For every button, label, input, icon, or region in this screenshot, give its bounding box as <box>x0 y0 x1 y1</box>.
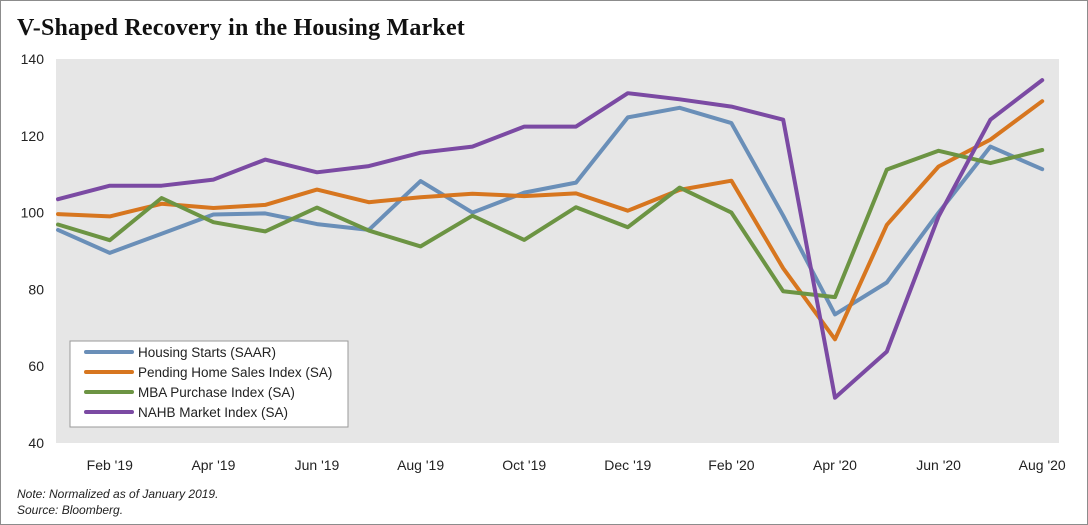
x-tick-label: Jun '19 <box>295 457 340 473</box>
legend-label: NAHB Market Index (SA) <box>138 405 288 420</box>
x-tick-label: Feb '20 <box>708 457 754 473</box>
chart-title: V-Shaped Recovery in the Housing Market <box>17 15 466 41</box>
legend: Housing Starts (SAAR) Pending Home Sales … <box>69 340 349 428</box>
y-tick-label: 60 <box>28 358 44 374</box>
x-tick-label: Jun '20 <box>916 457 961 473</box>
x-tick-label: Aug '19 <box>397 457 444 473</box>
y-axis: 40 60 80 100 120 140 <box>21 51 45 451</box>
y-tick-label: 40 <box>28 435 44 451</box>
series-line-4 <box>56 78 1045 400</box>
legend-label: Housing Starts (SAAR) <box>138 345 276 360</box>
x-tick-label: Apr '19 <box>191 457 235 473</box>
x-tick-label: Feb '19 <box>87 457 133 473</box>
x-tick-label: Apr '20 <box>813 457 857 473</box>
source-text: Source: Bloomberg. <box>17 503 124 517</box>
x-tick-label: Aug '20 <box>1019 457 1066 473</box>
series-line-2 <box>56 99 1045 342</box>
y-tick-label: 140 <box>21 51 45 67</box>
x-tick-label: Oct '19 <box>502 457 546 473</box>
note-text: Note: Normalized as of January 2019. <box>17 487 219 501</box>
series-line-3 <box>56 148 1045 300</box>
legend-label: Pending Home Sales Index (SA) <box>138 365 332 380</box>
x-axis: Feb '19 Apr '19 Jun '19 Aug '19 Oct '19 Dec '… <box>87 457 1066 473</box>
legend-label: MBA Purchase Index (SA) <box>138 385 295 400</box>
series-layer <box>56 78 1045 400</box>
series-line-1 <box>56 105 1045 317</box>
y-tick-label: 80 <box>28 281 44 297</box>
y-tick-label: 100 <box>21 205 45 221</box>
y-tick-label: 120 <box>21 128 45 144</box>
x-tick-label: Dec '19 <box>604 457 651 473</box>
